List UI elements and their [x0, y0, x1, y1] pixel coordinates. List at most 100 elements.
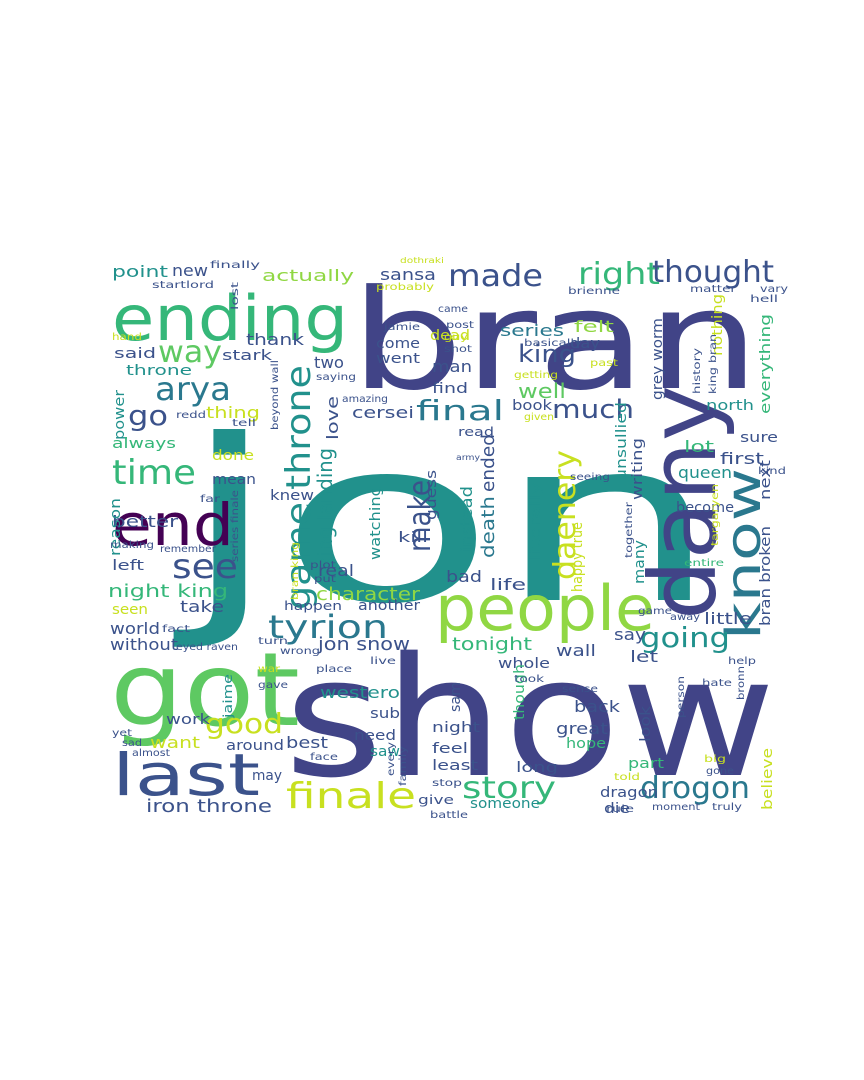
word-felt: felt — [574, 317, 614, 336]
word-people: people — [435, 572, 655, 645]
word-world: world — [110, 619, 160, 638]
word-bran-king: bran king — [290, 542, 301, 600]
word-rule: rule — [606, 804, 634, 815]
word-king: king — [518, 340, 576, 368]
word-drogon: drogon — [640, 771, 750, 806]
word-tonight: tonight — [452, 634, 532, 655]
word-dragon: dragon — [600, 785, 658, 801]
word-work: work — [166, 712, 211, 728]
word-sam: sam — [448, 682, 464, 712]
word-vary: vary — [760, 284, 788, 295]
word-many: many — [632, 540, 648, 584]
word-read: read — [458, 425, 494, 439]
word-took: took — [514, 674, 544, 685]
word-someone: someone — [470, 796, 540, 812]
word-everything: everything — [758, 314, 774, 414]
word-sub: sub — [370, 706, 400, 722]
word-probably: probably — [376, 282, 434, 293]
word-came: came — [438, 304, 468, 315]
word-without: without — [110, 635, 178, 654]
word-story: story — [462, 771, 556, 806]
word-become: become — [676, 500, 734, 516]
word-new: new — [172, 261, 208, 280]
word-least: least — [432, 758, 479, 774]
word-amazing: amazing — [342, 394, 388, 405]
word-basically: basically — [524, 338, 582, 349]
word-actually: actually — [262, 266, 354, 285]
word-bronn: bronn — [736, 666, 747, 700]
word-gone: gone — [706, 766, 734, 777]
word-bad: bad — [446, 567, 482, 586]
word-lot: lot — [684, 437, 714, 456]
word-entire: entire — [684, 558, 724, 569]
word-jon-snow: jon snow — [317, 634, 410, 655]
word-feel: feel — [432, 741, 468, 757]
word-sure: sure — [740, 430, 778, 446]
word-great: great — [556, 719, 608, 738]
word-sad: sad — [122, 738, 142, 749]
word-tell: tell — [232, 418, 256, 429]
word-point: point — [112, 262, 168, 281]
word-went: went — [376, 351, 421, 367]
word-jamie: jamie — [383, 322, 420, 333]
word-iron-throne: iron throne — [146, 796, 272, 817]
word-series-finale: series finale — [230, 490, 241, 562]
word-best: best — [286, 733, 328, 752]
word-good: good — [205, 707, 283, 740]
word-saw: saw — [370, 744, 400, 760]
word-battle: battle — [430, 810, 468, 821]
word-happen: happen — [284, 599, 342, 613]
word-part: part — [628, 756, 665, 772]
word-night: night — [432, 720, 481, 736]
word-guy: guy — [444, 332, 468, 343]
word-let: let — [630, 647, 658, 666]
word-writing: writing — [630, 438, 646, 500]
word-thing: thing — [206, 403, 260, 422]
word-king-bran: king bran — [708, 334, 719, 394]
word-live: live — [370, 656, 396, 667]
word-eyed-raven: eyed raven — [176, 642, 238, 653]
word-arya: arya — [155, 370, 231, 408]
word-take: take — [180, 597, 224, 616]
word-right: right — [578, 257, 660, 292]
word-queen: queen — [678, 463, 732, 482]
word-put: put — [314, 574, 336, 585]
word-instead: instead — [457, 486, 476, 552]
word-post: post — [446, 320, 474, 331]
word-lost: lost — [230, 282, 241, 310]
word-nothing: nothing — [710, 294, 726, 356]
word-turn: turn — [258, 636, 288, 647]
word-believe: believe — [760, 748, 776, 810]
word-bran: bran — [350, 260, 760, 421]
word-hope: hope — [566, 736, 606, 752]
word-almost: almost — [132, 748, 170, 759]
word-given: given — [524, 412, 554, 423]
word-watching: watching — [368, 486, 384, 560]
word-history: history — [692, 348, 703, 394]
word-reason: reason — [108, 498, 124, 556]
word-done: done — [212, 448, 254, 464]
word-see: see — [172, 547, 238, 587]
word-startlord: startlord — [152, 280, 214, 291]
word-love: love — [323, 396, 342, 440]
word-power: power — [112, 390, 128, 440]
word-army: army — [456, 453, 480, 462]
word-two: two — [314, 353, 344, 372]
word-north: north — [706, 398, 754, 414]
word-wall: wall — [556, 641, 596, 660]
word-unsullied: unsullied — [614, 402, 630, 480]
word-finale: finale — [286, 776, 416, 817]
word-bran-broken: bran broken — [758, 526, 774, 626]
word-back: back — [574, 697, 621, 716]
word-brienne: brienne — [568, 286, 620, 297]
word-seeing: seeing — [570, 472, 610, 483]
word-die: die — [604, 801, 630, 817]
word-every: every — [386, 742, 397, 776]
word-stark: stark — [222, 348, 273, 364]
word-matter: matter — [690, 284, 737, 295]
word-death: death — [478, 496, 499, 558]
word-going: going — [640, 621, 730, 654]
word-want: want — [150, 733, 200, 752]
word-mean: mean — [212, 472, 256, 488]
